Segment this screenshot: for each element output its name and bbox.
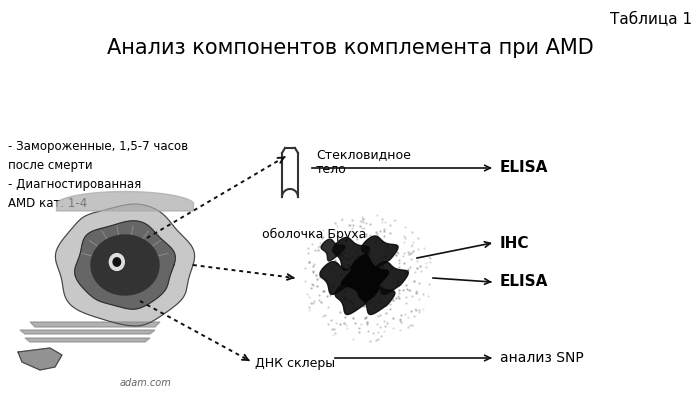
Text: анализ SNP: анализ SNP	[500, 351, 584, 365]
Text: Таблица 1: Таблица 1	[610, 12, 692, 27]
Ellipse shape	[113, 258, 120, 266]
Polygon shape	[332, 237, 370, 270]
Polygon shape	[91, 235, 159, 295]
Polygon shape	[57, 191, 193, 211]
Text: ELISA: ELISA	[500, 274, 548, 289]
Polygon shape	[320, 262, 356, 295]
Polygon shape	[342, 255, 388, 301]
Polygon shape	[335, 282, 372, 315]
Polygon shape	[55, 204, 195, 326]
Text: IHC: IHC	[500, 235, 529, 251]
Polygon shape	[75, 221, 175, 309]
Polygon shape	[30, 322, 160, 327]
Polygon shape	[361, 236, 398, 269]
Text: ДНК склеры: ДНК склеры	[255, 357, 335, 370]
Text: Стекловидное
тело: Стекловидное тело	[316, 148, 411, 176]
Polygon shape	[20, 330, 155, 334]
Ellipse shape	[109, 253, 125, 270]
Polygon shape	[358, 282, 395, 315]
Text: adam.com: adam.com	[120, 378, 172, 388]
Polygon shape	[18, 348, 62, 370]
Text: - Замороженные, 1,5-7 часов
после смерти
- Диагностированная
AMD кат. 1-4: - Замороженные, 1,5-7 часов после смерти…	[8, 140, 188, 210]
Text: Анализ компонентов комплемента при AMD: Анализ компонентов комплемента при AMD	[106, 38, 594, 58]
Polygon shape	[321, 239, 345, 261]
Text: оболочка Бруха: оболочка Бруха	[262, 228, 366, 241]
Polygon shape	[25, 338, 150, 342]
Polygon shape	[372, 262, 408, 295]
Text: ELISA: ELISA	[500, 160, 548, 175]
